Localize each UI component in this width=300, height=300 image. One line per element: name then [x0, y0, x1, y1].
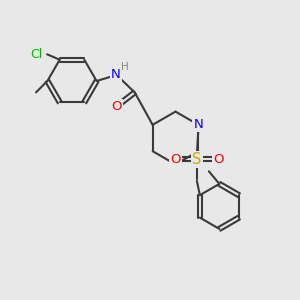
Text: O: O: [111, 100, 122, 113]
Text: S: S: [192, 152, 202, 167]
Text: Cl: Cl: [30, 48, 43, 61]
Text: O: O: [213, 153, 224, 166]
Text: N: N: [111, 68, 121, 82]
Text: H: H: [121, 61, 128, 72]
Text: O: O: [170, 153, 181, 166]
Text: N: N: [194, 118, 203, 131]
